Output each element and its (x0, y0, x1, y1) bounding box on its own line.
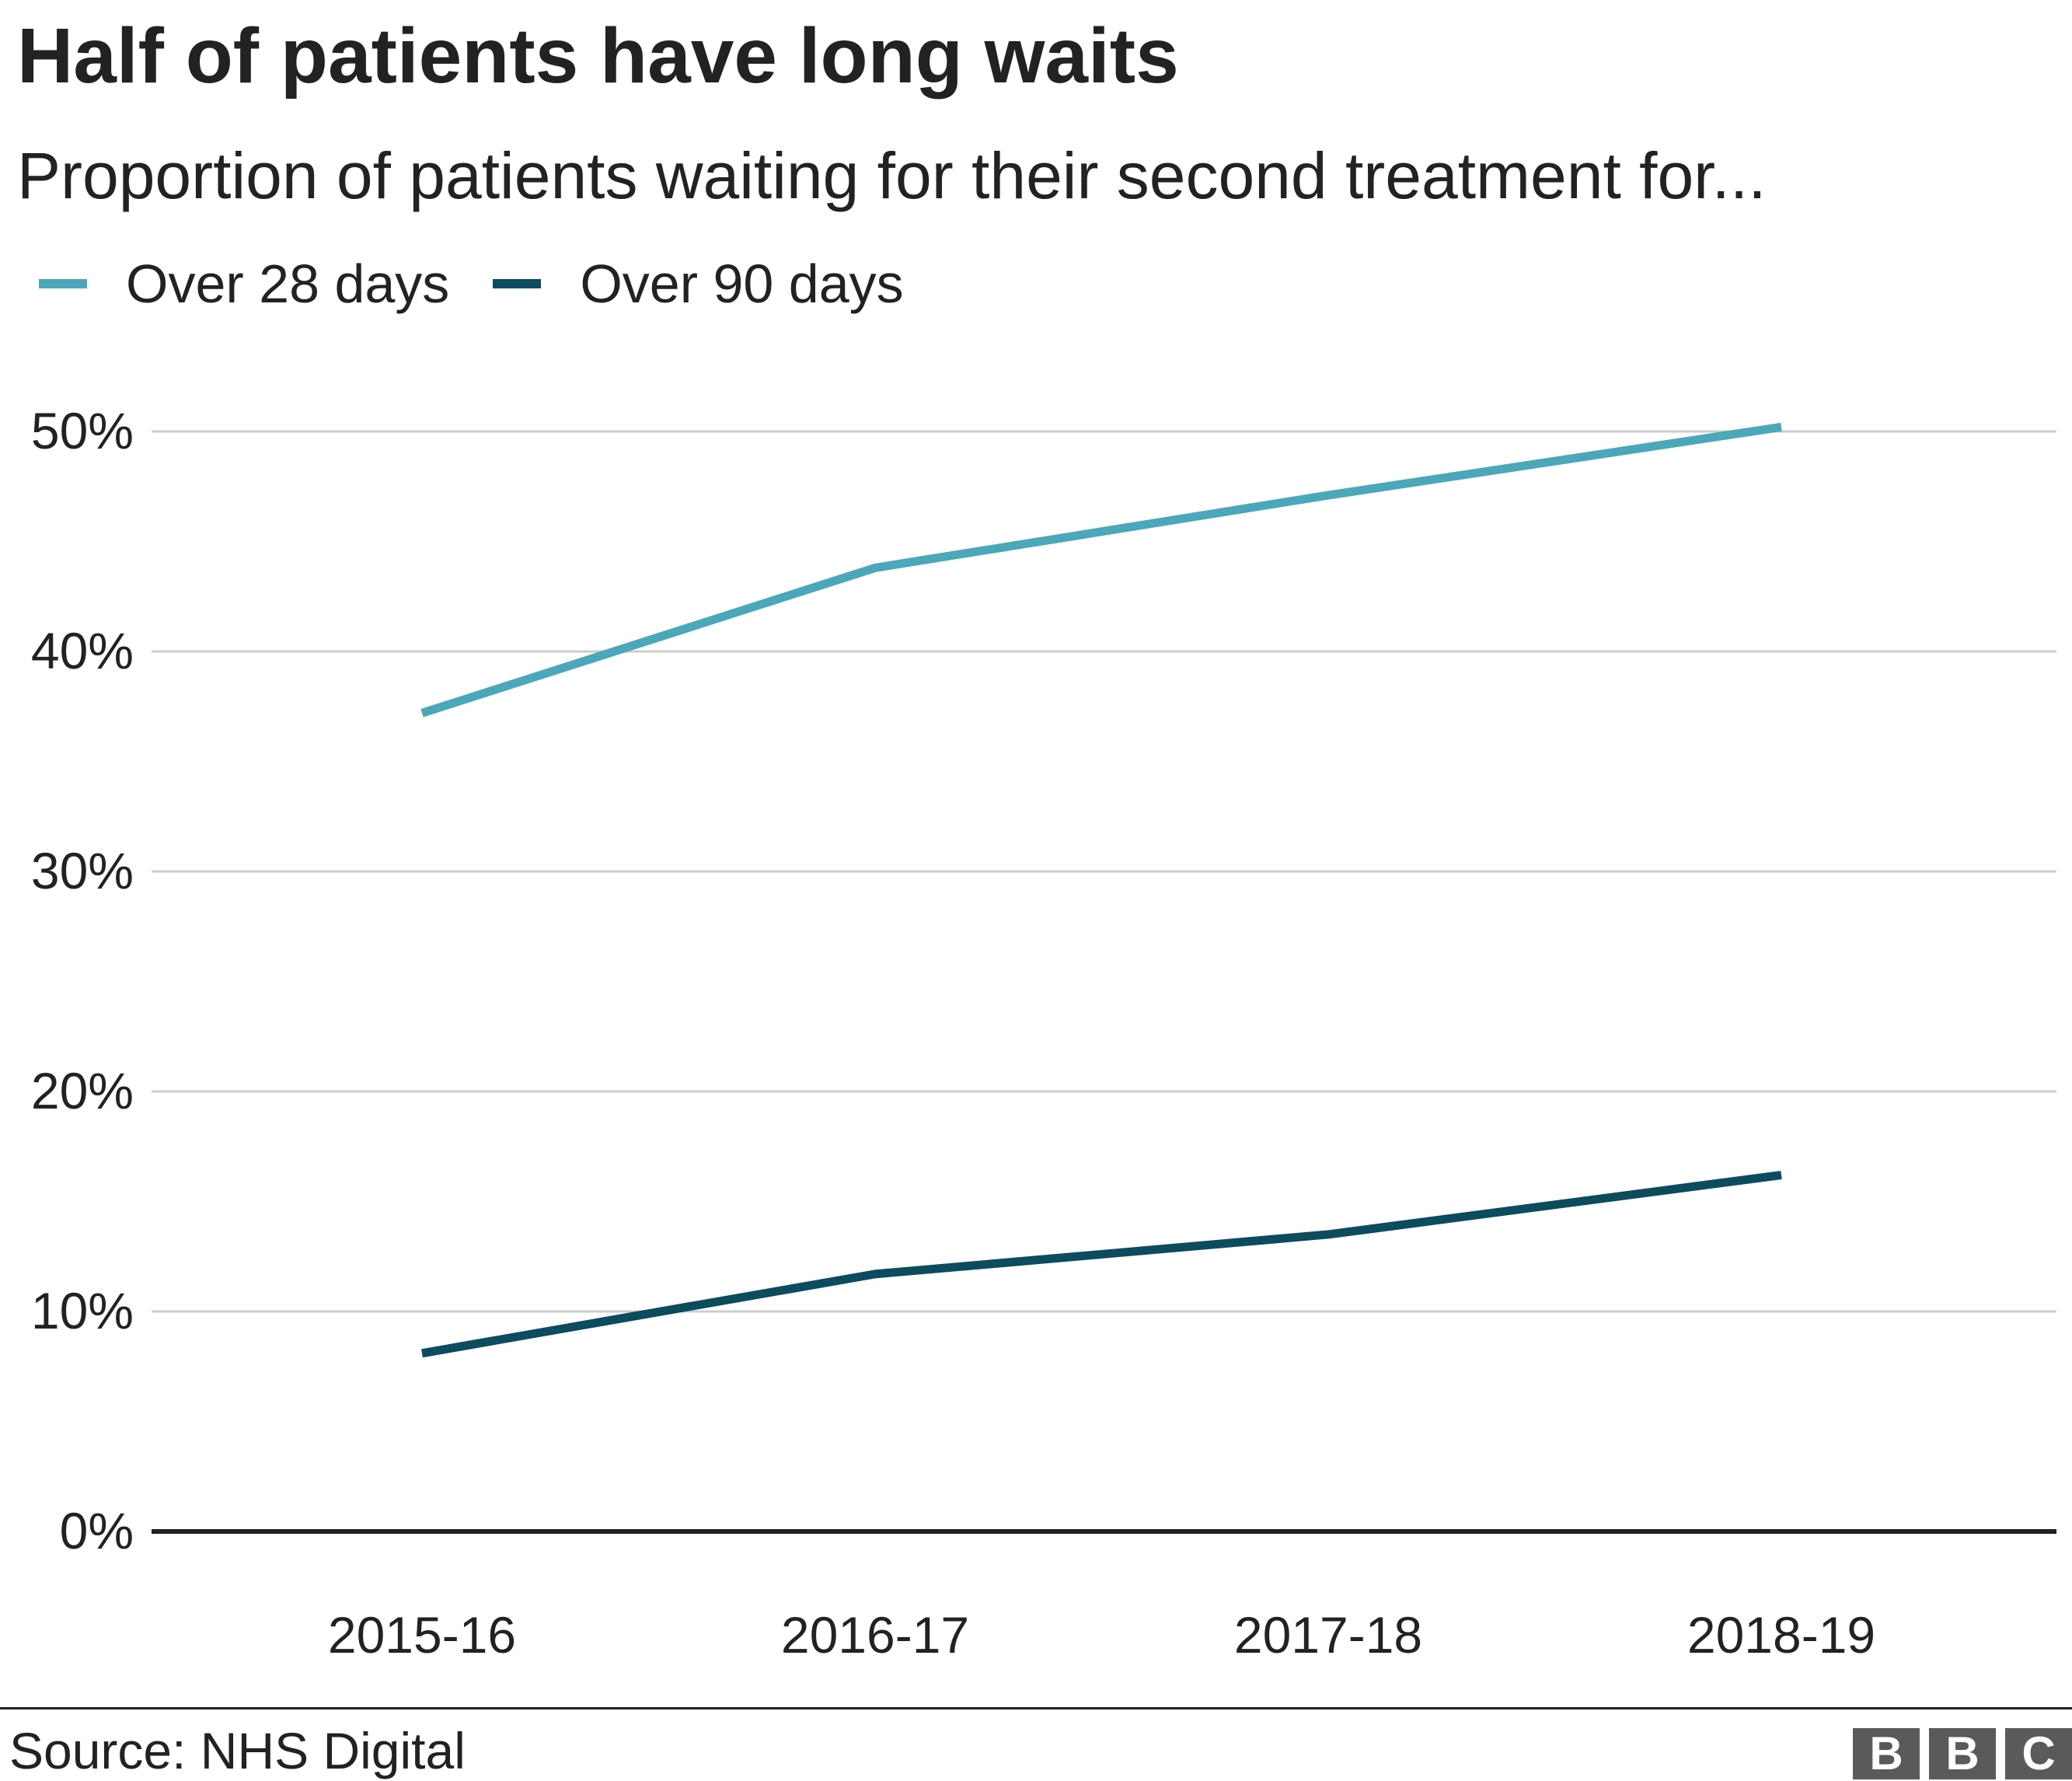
chart-title: Half of patients have long waits (17, 12, 1179, 100)
legend-item-over-90-days: Over 90 days (493, 253, 904, 314)
legend-swatch-over-28-days (39, 279, 87, 288)
bbc-logo-block: B (1853, 1728, 1920, 1779)
legend: Over 28 days Over 90 days (39, 257, 947, 311)
chart-subtitle: Proportion of patients waiting for their… (17, 139, 1767, 212)
x-tick-label: 2016-17 (781, 1606, 969, 1664)
x-tick-label: 2017-18 (1234, 1606, 1422, 1664)
legend-label-over-28-days: Over 28 days (126, 253, 450, 314)
y-tick-label: 30% (31, 842, 134, 899)
footer-divider (0, 1707, 2072, 1709)
series-line-over-28-days (420, 422, 1782, 718)
y-tick-label: 40% (31, 622, 134, 679)
line-chart: 0% 10% 20% 30% 40% 50% 2015-16 2016-17 2017-18 20… (31, 402, 2056, 1664)
y-tick-label: 50% (31, 402, 134, 459)
series-line-over-90-days (421, 1171, 1782, 1358)
legend-label-over-90-days: Over 90 days (580, 253, 904, 314)
y-tick-label: 10% (31, 1282, 134, 1339)
legend-item-over-28-days: Over 28 days (39, 257, 449, 311)
bbc-logo: B B C (1844, 1728, 2072, 1779)
y-tick-label: 20% (31, 1062, 134, 1119)
y-tick-label: 0% (60, 1502, 134, 1559)
legend-swatch-over-90-days (493, 279, 542, 288)
bbc-logo-block: B (1929, 1728, 1996, 1779)
x-tick-label: 2018-19 (1687, 1606, 1875, 1664)
x-tick-label: 2015-16 (328, 1606, 516, 1664)
bbc-logo-block: C (2005, 1728, 2072, 1779)
source-note: Source: NHS Digital (9, 1722, 466, 1779)
